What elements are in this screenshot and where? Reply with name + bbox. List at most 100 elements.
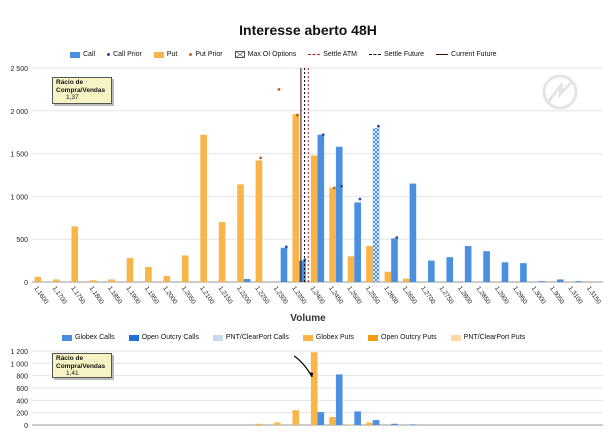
legend-pnt-puts-label: PNT/ClearPort Puts (463, 334, 526, 341)
y-tick-label: 800 (16, 374, 28, 381)
legend-open-outcry-puts-label: Open Outcry Puts (381, 334, 437, 341)
globex-puts-bar (274, 422, 281, 425)
x-tick-label: 1,1800 (88, 285, 105, 306)
put-bar (71, 226, 79, 282)
legend-globex-puts-label: Globex Puts (315, 334, 355, 341)
put-bar (34, 276, 42, 282)
put-swatch-icon (153, 51, 164, 58)
put-bar (52, 279, 60, 282)
legend-open-outcry-calls-label: Open Outcry Calls (141, 334, 199, 341)
legend-globex-calls[interactable]: Globex Calls (62, 334, 115, 341)
x-tick-label: 1,1900 (124, 285, 141, 306)
top-legend: Call Call Prior Put Put Prior Max OI Opt… (70, 51, 550, 58)
call-bar (372, 127, 380, 282)
put-bar (292, 114, 300, 282)
globex-puts-bar (366, 422, 373, 425)
put-bar (181, 255, 189, 282)
legend-call[interactable]: Call (70, 51, 95, 58)
legend-put[interactable]: Put (153, 51, 178, 58)
x-tick-label: 1,2600 (382, 285, 399, 306)
legend-settle-future[interactable]: Settle Future (368, 51, 424, 58)
call-prior-point (376, 124, 380, 128)
legend-globex-puts[interactable]: Globex Puts (302, 334, 355, 341)
x-tick-label: 1,2250 (253, 285, 270, 306)
legend-put-prior-label: Put Prior (195, 51, 223, 58)
open-interest-chart: 0 500 1 000 1 500 2 000 2 500 1,1600 1,1700 1,17… (10, 66, 603, 306)
legend-pnt-calls[interactable]: PNT/ClearPort Calls (212, 334, 289, 341)
put-prior-point (332, 186, 336, 190)
globex-puts-bar (329, 416, 336, 425)
call-bar (317, 134, 325, 282)
call-prior-dot-icon (107, 53, 111, 56)
legend-current-future[interactable]: Current Future (436, 51, 497, 58)
current-future-line-icon (436, 54, 449, 55)
put-bar (89, 280, 97, 282)
x-tick-label: 1,1950 (143, 285, 160, 306)
legend-put-label: Put (166, 51, 178, 58)
x-tick-label: 1,1700 (51, 285, 68, 306)
legend-pnt-puts[interactable]: PNT/ClearPort Puts (450, 334, 526, 341)
put-bar (347, 256, 355, 282)
legend-pnt-calls-label: PNT/ClearPort Calls (225, 334, 289, 341)
open-outcry-puts-swatch-icon (368, 334, 379, 341)
call-bar (520, 263, 527, 282)
pnt-puts-swatch-icon (450, 334, 461, 341)
ratio-box-bottom: Rácio de Compra/Vendas 1,41 (52, 353, 112, 378)
x-tick-label: 1,3150 (585, 285, 602, 306)
x-tick-label: 1,3050 (548, 285, 565, 306)
x-tick-label: 1,3100 (567, 285, 584, 306)
legend-max-oi-label: Max OI Options (247, 51, 297, 58)
legend-call-prior-label: Call Prior (113, 51, 142, 58)
legend-put-prior[interactable]: Put Prior (189, 51, 223, 58)
x-tick-label: 1,1850 (106, 285, 123, 306)
put-prior-point (277, 88, 281, 91)
put-bar (366, 246, 373, 282)
put-bar (310, 155, 318, 282)
put-bar (145, 267, 152, 282)
legend-open-outcry-puts[interactable]: Open Outcry Puts (368, 334, 437, 341)
open-outcry-calls-swatch-icon (128, 334, 139, 341)
x-tick-label: 1,2400 (309, 285, 326, 306)
call-bar (464, 246, 472, 282)
legend-open-outcry-calls[interactable]: Open Outcry Calls (128, 334, 199, 341)
ratio-bottom-value: 1,41 (66, 370, 79, 377)
bottom-legend: Globex Calls Open Outcry Calls PNT/Clear… (62, 334, 602, 341)
call-bar (280, 247, 288, 282)
put-prior-point (296, 113, 299, 117)
globex-puts-bar (255, 423, 263, 425)
x-tick-label: 1,3000 (530, 285, 547, 306)
ratio-box-top: Rácio de Compra/Vendas 1,37 (52, 77, 112, 104)
legend-max-oi[interactable]: Max OI Options (234, 51, 297, 58)
globex-calls-bar (409, 424, 417, 425)
x-tick-label: 1,2050 (180, 285, 197, 306)
x-tick-label: 1,2850 (474, 285, 491, 306)
x-axis-title: Volume (290, 313, 326, 324)
y-tick-label: 1 500 (10, 152, 28, 159)
put-prior-point (259, 156, 262, 160)
call-prior-point (321, 133, 325, 137)
y-tick-label: 0 (24, 423, 28, 430)
globex-calls-bar (354, 411, 361, 425)
globex-calls-swatch-icon (62, 334, 72, 341)
y-tick-label: 2 000 (10, 109, 28, 116)
legend-current-future-label: Current Future (451, 51, 497, 58)
y-tick-label: 200 (16, 411, 28, 418)
ratio-top-label: Rácio de Compra/Vendas (56, 79, 106, 94)
x-tick-label: 1,2650 (401, 285, 418, 306)
call-prior-point (395, 236, 399, 239)
legend-settle-atm[interactable]: Settle ATM (308, 51, 357, 58)
globex-calls-bar (372, 420, 380, 425)
y-tick-label: 500 (16, 237, 28, 244)
legend-globex-calls-label: Globex Calls (75, 334, 115, 341)
x-tick-label: 1,2450 (327, 285, 344, 306)
call-bar (501, 262, 509, 282)
globex-calls-bar (317, 412, 325, 425)
settle-atm-line-icon (308, 54, 321, 55)
ratio-bottom-label: Rácio de Compra/Vendas (56, 355, 106, 370)
put-bar (218, 222, 226, 282)
call-prior-point (340, 184, 343, 188)
x-tick-label: 1,2350 (290, 285, 307, 306)
legend-call-prior[interactable]: Call Prior (107, 51, 142, 58)
x-tick-label: 1,2550 (364, 285, 381, 306)
call-swatch-icon (70, 51, 80, 58)
